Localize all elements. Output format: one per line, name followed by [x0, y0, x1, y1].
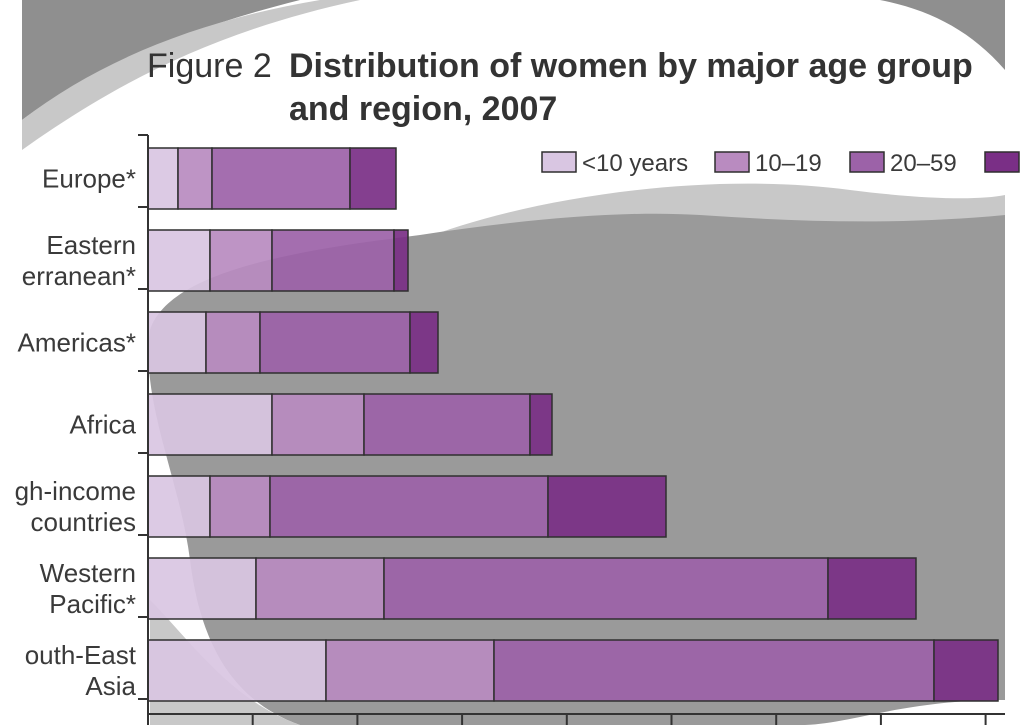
legend-label-1: <10 years [582, 150, 688, 177]
category-label-6-line-2: Pacific* [49, 589, 136, 619]
category-label-5-line-2: countries [31, 507, 137, 537]
bar-segment-3-1 [147, 311, 207, 374]
bar-segment-5-3 [269, 475, 549, 538]
chart-title-line1: Distribution of women by major age group [289, 47, 973, 85]
bar-segment-3-4 [409, 311, 439, 374]
bar-segment-3-3 [259, 311, 411, 374]
legend-swatch-4 [984, 151, 1020, 173]
legend: <10 years 10–19 20–59 [541, 150, 1020, 177]
bar-segment-7-1 [147, 639, 327, 702]
bar-segment-1-3 [211, 147, 351, 210]
bars-group [147, 147, 999, 702]
top-left-overlay-shape [22, 0, 300, 120]
bar-segment-4-4 [529, 393, 553, 456]
category-label-6-line-1: Western [40, 558, 136, 588]
category-label-2-line-2: erranean* [22, 261, 136, 291]
bar-segment-1-1 [147, 147, 179, 210]
bar-segment-2-1 [147, 229, 211, 292]
figure-number: Figure 2 [147, 47, 272, 85]
legend-label-3: 20–59 [890, 150, 957, 177]
bar-segment-6-2 [255, 557, 385, 620]
bar-segment-3-2 [205, 311, 261, 374]
legend-swatch-1 [541, 151, 577, 173]
left-lower-light-shape [22, 371, 150, 725]
bar-segment-5-1 [147, 475, 211, 538]
bar-segment-7-2 [325, 639, 495, 702]
bar-segment-4-1 [147, 393, 273, 456]
bar-segment-7-4 [933, 639, 999, 702]
bar-segment-7-3 [493, 639, 935, 702]
bar-segment-2-4 [393, 229, 409, 292]
category-label-7-line-2: Asia [85, 671, 136, 701]
bar-segment-6-3 [383, 557, 829, 620]
category-label-2-line-1: Eastern [46, 230, 136, 260]
category-label-1-line-1: Europe* [42, 164, 136, 194]
bar-segment-2-2 [209, 229, 273, 292]
legend-swatch-2 [714, 151, 750, 173]
bar-segment-5-4 [547, 475, 667, 538]
bar-segment-6-1 [147, 557, 257, 620]
category-label-3-line-1: Americas* [18, 328, 136, 358]
chart-title-line2: and region, 2007 [289, 90, 557, 128]
legend-label-2: 10–19 [755, 150, 822, 177]
top-right-overlay-shape [880, 0, 1005, 70]
category-label-4-line-1: Africa [70, 410, 137, 440]
bar-segment-1-2 [177, 147, 213, 210]
category-label-7-line-1: outh-East [25, 640, 137, 670]
bar-segment-1-4 [349, 147, 397, 210]
bar-segment-6-4 [827, 557, 917, 620]
legend-swatch-3 [849, 151, 885, 173]
axes [138, 134, 1005, 725]
bar-segment-5-2 [209, 475, 271, 538]
bar-segment-2-3 [271, 229, 395, 292]
bar-segment-4-3 [363, 393, 531, 456]
bar-segment-4-2 [271, 393, 365, 456]
category-label-5-line-1: gh-income [15, 476, 136, 506]
